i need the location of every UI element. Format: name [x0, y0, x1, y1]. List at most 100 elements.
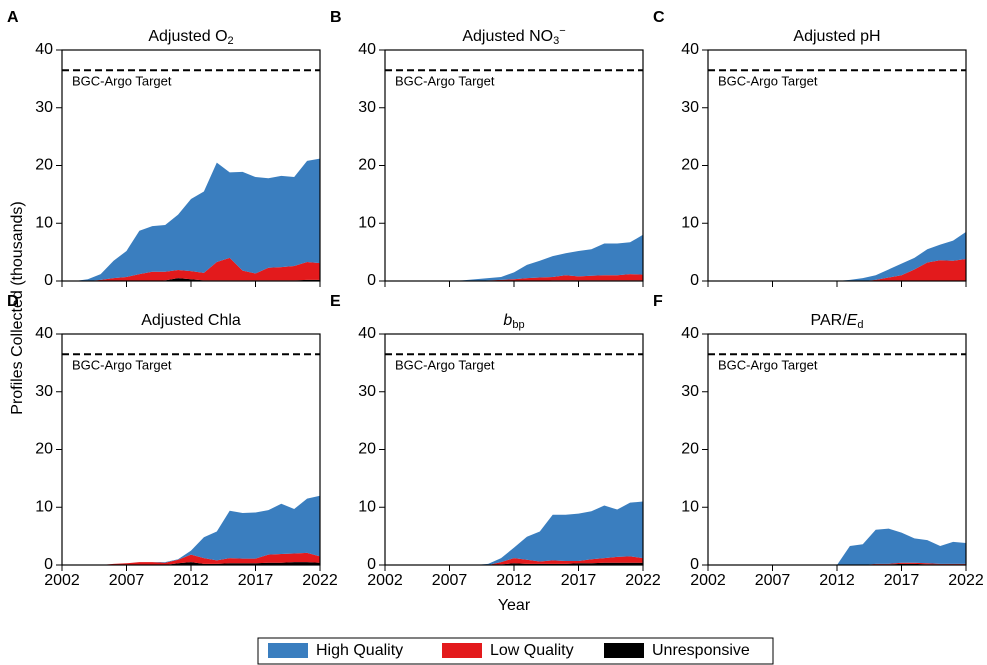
legend-frame: [257, 637, 774, 665]
area: High Quality: [385, 501, 643, 565]
y-tick-label: 10: [35, 498, 53, 515]
x-tick-label: 2022: [948, 572, 984, 589]
legend-swatch: [442, 643, 482, 658]
y-tick-label: 10: [358, 214, 376, 231]
y-tick-label: 30: [358, 99, 376, 116]
y-tick-label: 0: [367, 556, 376, 573]
x-tick-label: 2007: [432, 572, 468, 589]
x-tick-label: 2012: [819, 572, 855, 589]
panel-letter: C: [653, 9, 665, 26]
y-tick-label: 20: [681, 441, 699, 458]
y-tick-label: 0: [690, 556, 699, 573]
title-part: Adjusted pH: [793, 28, 880, 45]
x-tick-label: 2007: [109, 572, 145, 589]
area: Low Quality: [708, 259, 966, 281]
x-tick-label: 2022: [625, 572, 661, 589]
y-tick-label: 0: [367, 272, 376, 289]
title-part: Adjusted NO: [462, 28, 553, 45]
target-label: BGC-Argo Target: [718, 74, 818, 89]
y-tick-label: 30: [35, 99, 53, 116]
panel-title: Adjusted NO3−: [462, 25, 565, 47]
area: High Quality: [62, 158, 320, 281]
y-tick-label: 20: [358, 441, 376, 458]
x-tick-label: 2012: [173, 572, 209, 589]
panel-letter: E: [330, 293, 341, 310]
legend: High Quality Low Quality Unresponsive: [257, 637, 774, 665]
panel-title: Adjusted pH: [793, 28, 880, 45]
x-tick-label: 2002: [690, 572, 726, 589]
title-part: 2: [228, 35, 234, 47]
title-part: d: [857, 319, 863, 331]
target-label: BGC-Argo Target: [72, 358, 172, 373]
title-part: b: [503, 312, 512, 329]
y-tick-label: 40: [358, 325, 376, 342]
area: Low Quality: [708, 562, 966, 565]
y-tick-label: 10: [35, 214, 53, 231]
area: Low Quality: [385, 556, 643, 565]
area: Unresponsive: [62, 278, 320, 281]
y-tick-label: 40: [35, 325, 53, 342]
y-tick-label: 20: [35, 157, 53, 174]
y-tick-label: 30: [681, 99, 699, 116]
y-tick-label: 10: [358, 498, 376, 515]
area: Unresponsive: [62, 562, 320, 565]
y-tick-label: 10: [681, 214, 699, 231]
area: High Quality: [708, 528, 966, 565]
legend-swatch: [604, 643, 644, 658]
title-part: PAR/: [811, 312, 848, 329]
legend-label: Low Quality: [490, 642, 574, 659]
title-part: −: [559, 25, 565, 37]
area: High Quality: [62, 495, 320, 565]
y-tick-label: 40: [681, 325, 699, 342]
area: High Quality: [385, 234, 643, 281]
x-axis-label: Year: [498, 597, 531, 614]
panel-letter: F: [653, 293, 663, 310]
title-part: Adjusted O: [148, 28, 227, 45]
y-tick-label: 30: [35, 383, 53, 400]
panel-letter: D: [7, 293, 19, 310]
y-tick-label: 40: [35, 41, 53, 58]
title-part: Adjusted Chla: [141, 312, 241, 329]
target-label: BGC-Argo Target: [72, 74, 172, 89]
target-label: BGC-Argo Target: [395, 358, 495, 373]
title-part: 3: [553, 35, 559, 47]
panel-title: bbp: [503, 312, 524, 331]
x-tick-label: 2022: [302, 572, 338, 589]
title-part: E: [847, 312, 858, 329]
x-tick-label: 2012: [496, 572, 532, 589]
y-tick-label: 20: [35, 441, 53, 458]
x-tick-label: 2017: [884, 572, 920, 589]
x-tick-label: 2002: [44, 572, 80, 589]
panel-letter: B: [330, 9, 342, 26]
x-tick-label: 2017: [561, 572, 597, 589]
legend-label: Unresponsive: [652, 642, 750, 659]
title-part: bp: [512, 319, 524, 331]
x-tick-label: 2002: [367, 572, 403, 589]
y-tick-label: 40: [681, 41, 699, 58]
area: Low Quality: [385, 274, 643, 281]
area: Low Quality: [62, 257, 320, 281]
y-axis-label: Profiles Collected (thousands): [9, 201, 26, 414]
target-label: BGC-Argo Target: [718, 358, 818, 373]
y-tick-label: 30: [681, 383, 699, 400]
legend-label: High Quality: [316, 642, 403, 659]
legend-swatch: [268, 643, 308, 658]
x-tick-label: 2007: [755, 572, 791, 589]
y-tick-label: 30: [358, 383, 376, 400]
target-label: BGC-Argo Target: [395, 74, 495, 89]
y-tick-label: 0: [44, 556, 53, 573]
panel-letter: A: [7, 9, 19, 26]
y-tick-label: 20: [681, 157, 699, 174]
panel-title: Adjusted O2: [148, 28, 233, 47]
area: High Quality: [708, 231, 966, 281]
y-tick-label: 20: [358, 157, 376, 174]
y-tick-label: 40: [358, 41, 376, 58]
panel-title: Adjusted Chla: [141, 312, 241, 329]
panel-title: PAR/Ed: [811, 312, 864, 331]
y-tick-label: 0: [690, 272, 699, 289]
y-tick-label: 0: [44, 272, 53, 289]
x-tick-label: 2017: [238, 572, 274, 589]
y-tick-label: 10: [681, 498, 699, 515]
